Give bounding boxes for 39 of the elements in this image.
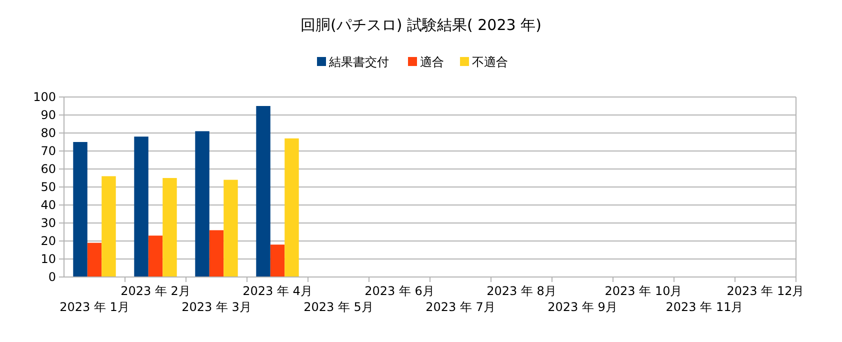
x-tick-label: 2023 年 9月 <box>548 300 618 314</box>
x-tick-label: 2023 年 2月 <box>120 284 190 298</box>
y-tick-label: 50 <box>40 180 56 194</box>
y-tick-label: 80 <box>40 126 56 140</box>
x-tick-label: 2023 年 4月 <box>242 284 312 298</box>
y-tick-label: 0 <box>48 270 56 284</box>
x-tick-label: 2023 年 12月 <box>726 284 804 298</box>
y-tick-label: 20 <box>40 234 56 248</box>
bar <box>209 230 224 277</box>
x-tick-label: 2023 年 10月 <box>604 284 682 298</box>
bar <box>270 244 285 277</box>
bar <box>224 180 238 277</box>
bar <box>134 136 148 277</box>
bar <box>87 242 102 277</box>
legend-label: 結果書交付 <box>328 55 389 69</box>
y-tick-label: 90 <box>40 108 56 122</box>
bar <box>73 142 88 277</box>
y-tick-label: 100 <box>33 90 56 104</box>
y-tick-label: 30 <box>40 216 56 230</box>
x-tick-label: 2023 年 11月 <box>666 300 744 314</box>
legend-label: 不適合 <box>472 55 508 69</box>
y-tick-label: 70 <box>40 144 56 158</box>
bar <box>162 178 177 277</box>
legend-label: 適合 <box>420 55 444 69</box>
bar <box>102 176 116 277</box>
y-tick-label: 60 <box>40 162 56 176</box>
chart-title: 回胴(パチスロ) 試験結果( 2023 年) <box>300 16 542 34</box>
y-tick-label: 10 <box>40 252 56 266</box>
x-tick-label: 2023 年 3月 <box>182 300 252 314</box>
x-tick-label: 2023 年 8月 <box>486 284 556 298</box>
bar <box>256 106 270 277</box>
bar <box>195 131 210 277</box>
x-tick-label: 2023 年 1月 <box>60 300 130 314</box>
y-tick-label: 40 <box>40 198 56 212</box>
bar <box>284 138 299 277</box>
x-tick-label: 2023 年 7月 <box>426 300 496 314</box>
x-tick-label: 2023 年 6月 <box>364 284 434 298</box>
x-tick-label: 2023 年 5月 <box>304 300 374 314</box>
bar <box>148 236 163 277</box>
